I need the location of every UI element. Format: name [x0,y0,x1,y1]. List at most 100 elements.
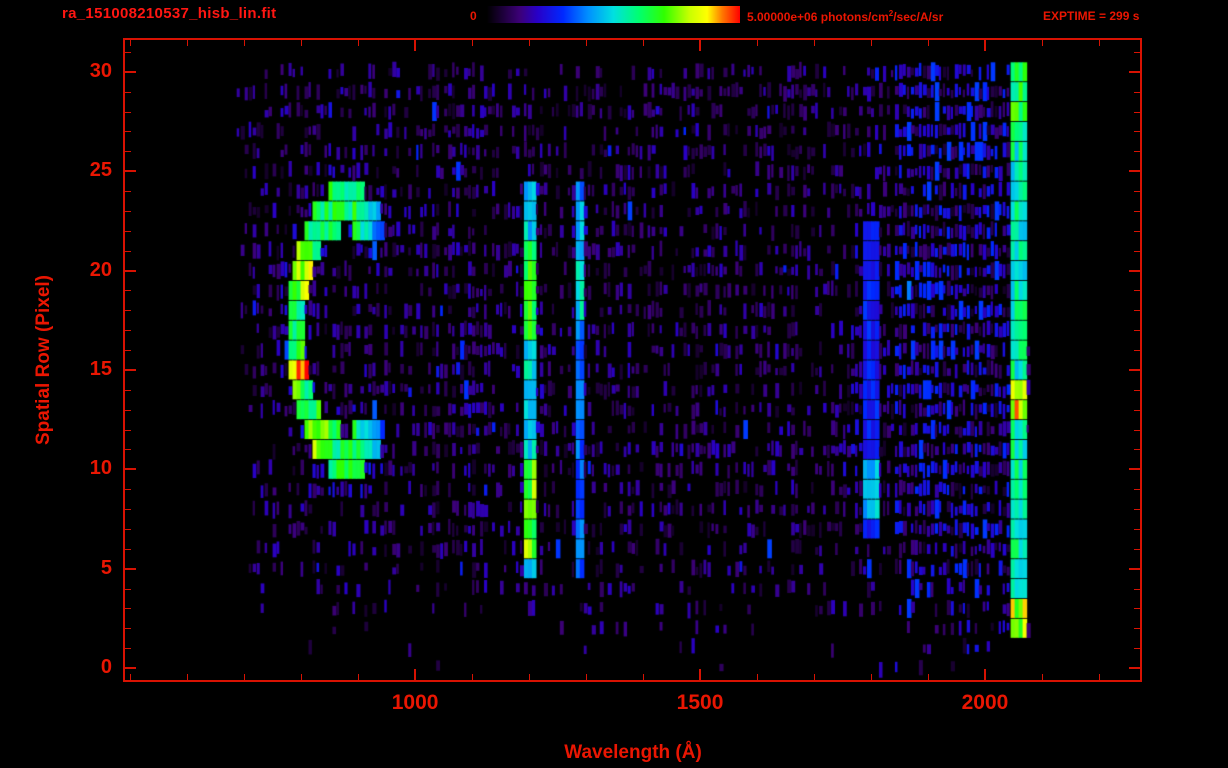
colorbar [487,6,740,23]
y-tick-label: 5 [100,556,112,579]
axis-tick [125,111,131,113]
axis-tick [125,70,136,73]
axis-tick [125,290,131,292]
axis-tick [1134,310,1140,312]
axis-tick [125,648,131,650]
axis-tick [1134,548,1140,550]
axis-tick [1129,567,1140,570]
axis-tick [125,269,136,272]
y-tick-label: 0 [100,656,112,679]
axis-tick [586,674,588,680]
axis-tick [1134,409,1140,411]
axis-tick [983,40,986,51]
axis-tick [1134,250,1140,252]
axis-tick [125,429,131,431]
axis-tick [1134,528,1140,530]
axis-tick [1134,648,1140,650]
axis-tick [586,40,588,46]
axis-tick [125,567,136,570]
x-axis-title: Wavelength (Å) [564,742,702,763]
axis-tick [301,40,303,46]
axis-tick [1134,290,1140,292]
axis-tick [125,250,131,252]
axis-tick [1134,429,1140,431]
x-tick-label: 1000 [391,691,439,714]
axis-tick [125,528,131,530]
filename-title: ra_151008210537_hisb_lin.fit [62,5,277,22]
axis-tick [1134,389,1140,391]
axis-tick [244,674,246,680]
axis-tick [1134,350,1140,352]
axis-tick [1134,131,1140,133]
axis-tick [125,667,136,670]
axis-tick [643,40,645,46]
axis-tick [1134,210,1140,212]
axis-tick [125,230,131,232]
axis-tick [1134,489,1140,491]
axis-tick [301,674,303,680]
axis-tick [125,389,131,391]
axis-tick [529,674,531,680]
axis-tick [125,210,131,212]
y-tick-label: 30 [89,59,112,82]
axis-tick [643,674,645,680]
axis-tick [187,674,189,680]
colorbar-min-label: 0 [470,9,477,23]
colorbar-max-label: 5.00000e+06 photons/cm2/sec/A/sr [747,9,943,24]
axis-tick [125,588,131,590]
axis-tick [1134,91,1140,93]
axis-tick [125,170,136,173]
axis-tick [125,489,131,491]
axis-tick [125,350,131,352]
axis-tick [1134,51,1140,53]
axis-tick [871,674,872,680]
axis-tick [1134,588,1140,590]
axis-tick [125,628,131,630]
axis-tick [130,40,132,46]
axis-tick [699,669,702,680]
axis-tick [187,40,189,46]
axis-tick [1134,151,1140,153]
axis-tick [699,40,702,51]
axis-tick [927,40,929,46]
axis-tick [125,449,131,451]
y-tick-label: 25 [89,159,112,182]
axis-tick [244,40,246,46]
axis-tick [871,40,872,46]
axis-tick [1129,70,1140,73]
axis-tick [1134,191,1140,193]
axis-tick [1098,674,1100,680]
axis-tick [125,409,131,411]
colorbar-max-exponent: 2 [888,9,894,18]
axis-tick [358,40,360,46]
axis-tick [1134,449,1140,451]
y-tick-label: 15 [89,357,112,380]
axis-tick [125,131,131,133]
axis-tick [125,51,131,53]
y-tick-label: 20 [89,258,112,281]
axis-tick [529,40,531,46]
axis-tick [472,40,474,46]
axis-tick [1134,608,1140,610]
axis-tick [358,674,360,680]
axis-tick [130,674,132,680]
axis-tick [125,310,131,312]
y-tick-label: 10 [89,457,112,480]
axis-tick [1129,468,1140,471]
axis-tick [125,330,131,332]
colorbar-max-value: 5.00000e+06 photons/cm [747,10,889,24]
axis-tick [125,191,131,193]
axis-tick [1134,509,1140,511]
axis-tick [1134,230,1140,232]
axis-tick [1098,40,1100,46]
axis-tick [125,548,131,550]
x-tick-label: 2000 [961,691,1009,714]
axis-tick [1041,674,1043,680]
axis-tick [472,674,474,680]
colorbar-max-units: /sec/A/sr [893,10,944,24]
y-axis-title: Spatial Row (Pixel) [33,275,54,445]
axis-tick [1134,628,1140,630]
axis-tick [757,40,759,46]
axis-tick [414,669,417,680]
axis-tick [125,368,136,371]
